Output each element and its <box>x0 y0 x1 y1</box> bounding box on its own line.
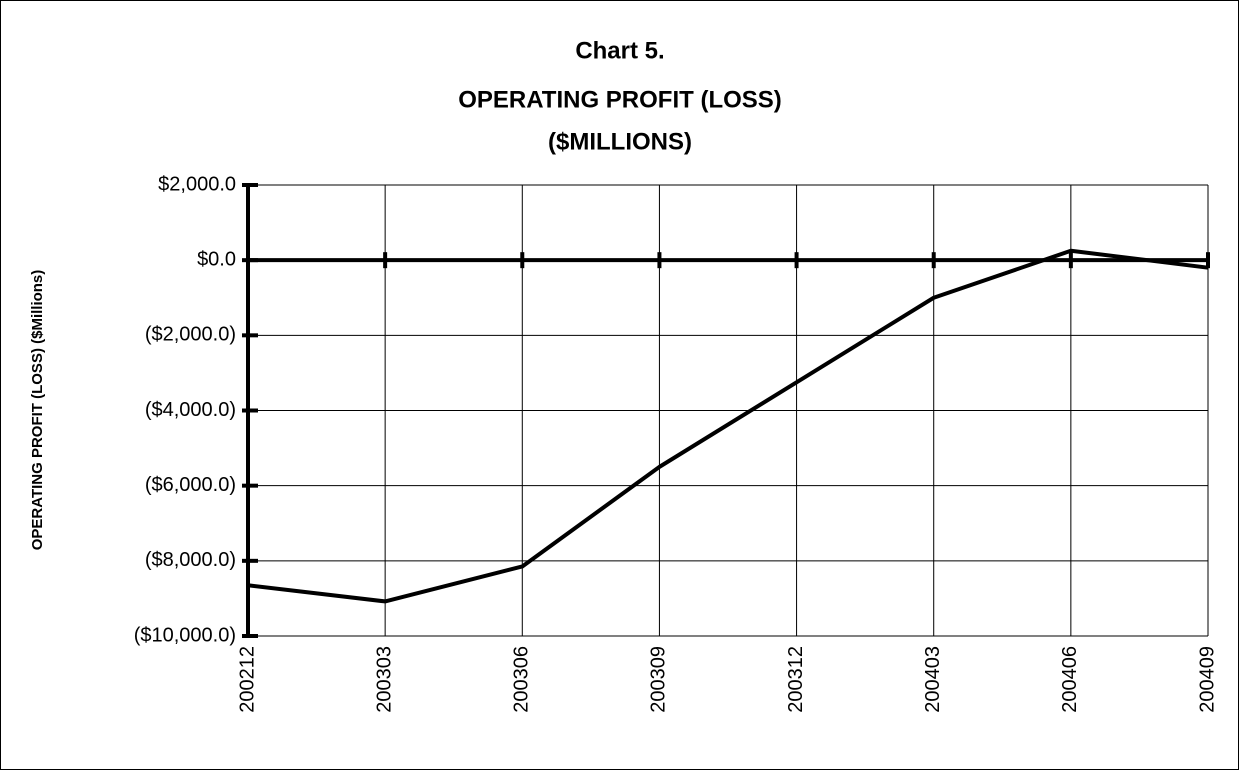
y-tick-label: $2,000.0 <box>158 173 236 195</box>
y-tick-label: ($4,000.0) <box>145 399 236 421</box>
chart-title: ($MILLIONS) <box>548 128 692 155</box>
y-axis-label: OPERATING PROFIT (LOSS) ($Millions) <box>29 270 46 551</box>
y-tick-label: $0.0 <box>197 248 236 270</box>
chart-title: Chart 5. <box>575 37 664 64</box>
chart-title: OPERATING PROFIT (LOSS) <box>458 86 782 113</box>
x-tick-label: 200303 <box>373 646 395 713</box>
x-tick-label: 200306 <box>511 646 533 713</box>
y-tick-label: ($10,000.0) <box>134 624 236 646</box>
y-tick-label: ($8,000.0) <box>145 549 236 571</box>
data-line <box>247 248 1209 604</box>
x-tick-label: 200212 <box>236 646 258 713</box>
x-tick-label: 200409 <box>1196 646 1218 713</box>
x-tick-label: 200403 <box>922 646 944 713</box>
x-tick-label: 200309 <box>648 646 670 713</box>
x-tick-label: 200406 <box>1059 646 1081 713</box>
y-tick-label: ($6,000.0) <box>145 474 236 496</box>
y-tick-label: ($2,000.0) <box>145 324 236 346</box>
x-tick-label: 200312 <box>785 646 807 713</box>
